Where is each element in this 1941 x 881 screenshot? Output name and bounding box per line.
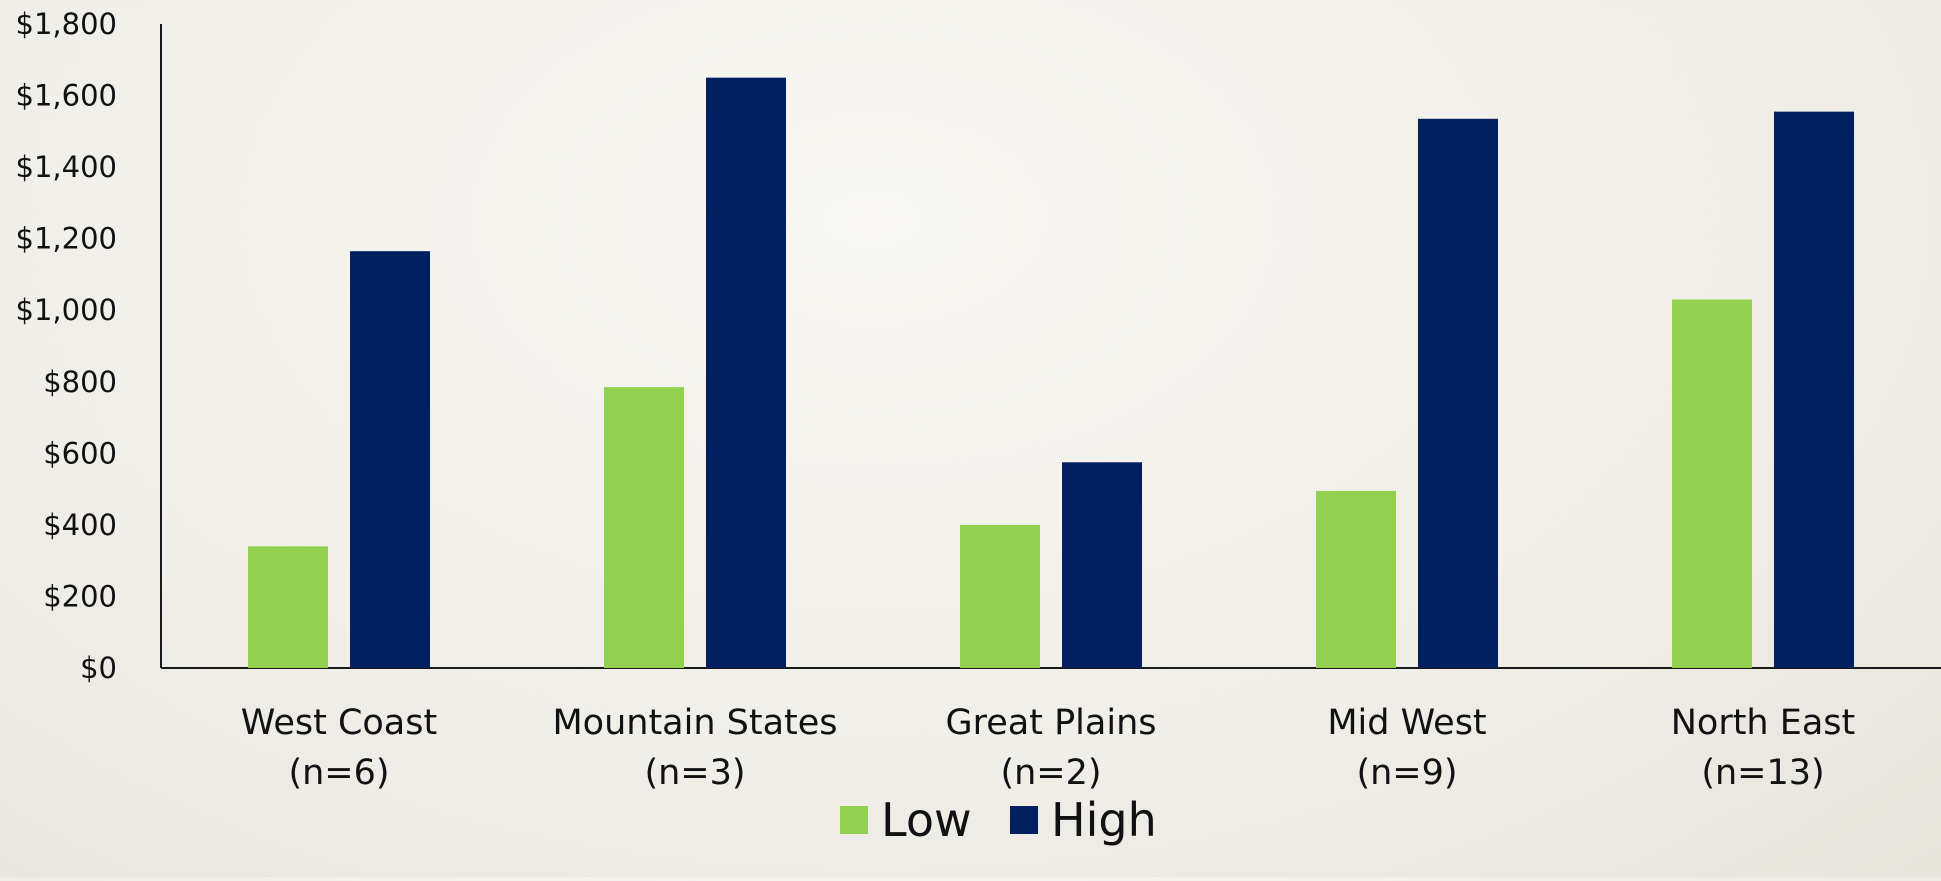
y-tick-label: $1,600 xyxy=(16,79,117,113)
y-tick-label: $1,200 xyxy=(16,222,117,256)
y-tick-label: $1,800 xyxy=(16,7,117,41)
x-tick-label: Mountain States (n=3) xyxy=(552,703,837,793)
legend-swatch-low xyxy=(840,806,868,834)
x-tick-label: North East (n=13) xyxy=(1671,703,1856,793)
bar-high xyxy=(350,251,430,668)
legend-label-low: Low xyxy=(881,793,972,847)
bar-high xyxy=(706,77,786,668)
bar-high xyxy=(1774,111,1854,668)
legend: Low High xyxy=(840,793,1157,847)
x-tick-label: Mid West (n=9) xyxy=(1327,703,1486,793)
bar-high xyxy=(1062,462,1142,668)
bar-low xyxy=(248,546,328,668)
y-tick-label: $600 xyxy=(43,436,117,470)
y-tick-label: $1,400 xyxy=(16,150,117,184)
bar-high xyxy=(1418,118,1498,669)
y-tick-label: $1,000 xyxy=(16,293,117,327)
x-tick-label: Great Plains (n=2) xyxy=(946,703,1157,793)
y-tick-label: $200 xyxy=(43,579,117,613)
y-tick-label: $800 xyxy=(43,365,117,399)
bar-low xyxy=(1672,299,1752,668)
bar-low xyxy=(604,387,684,668)
legend-swatch-high xyxy=(1010,806,1038,834)
bar-low xyxy=(960,524,1040,668)
x-tick-label: West Coast (n=6) xyxy=(241,703,437,793)
y-tick-label: $0 xyxy=(80,651,117,685)
legend-label-high: High xyxy=(1051,793,1157,847)
y-tick-label: $400 xyxy=(43,508,117,542)
bar-low xyxy=(1316,490,1396,668)
